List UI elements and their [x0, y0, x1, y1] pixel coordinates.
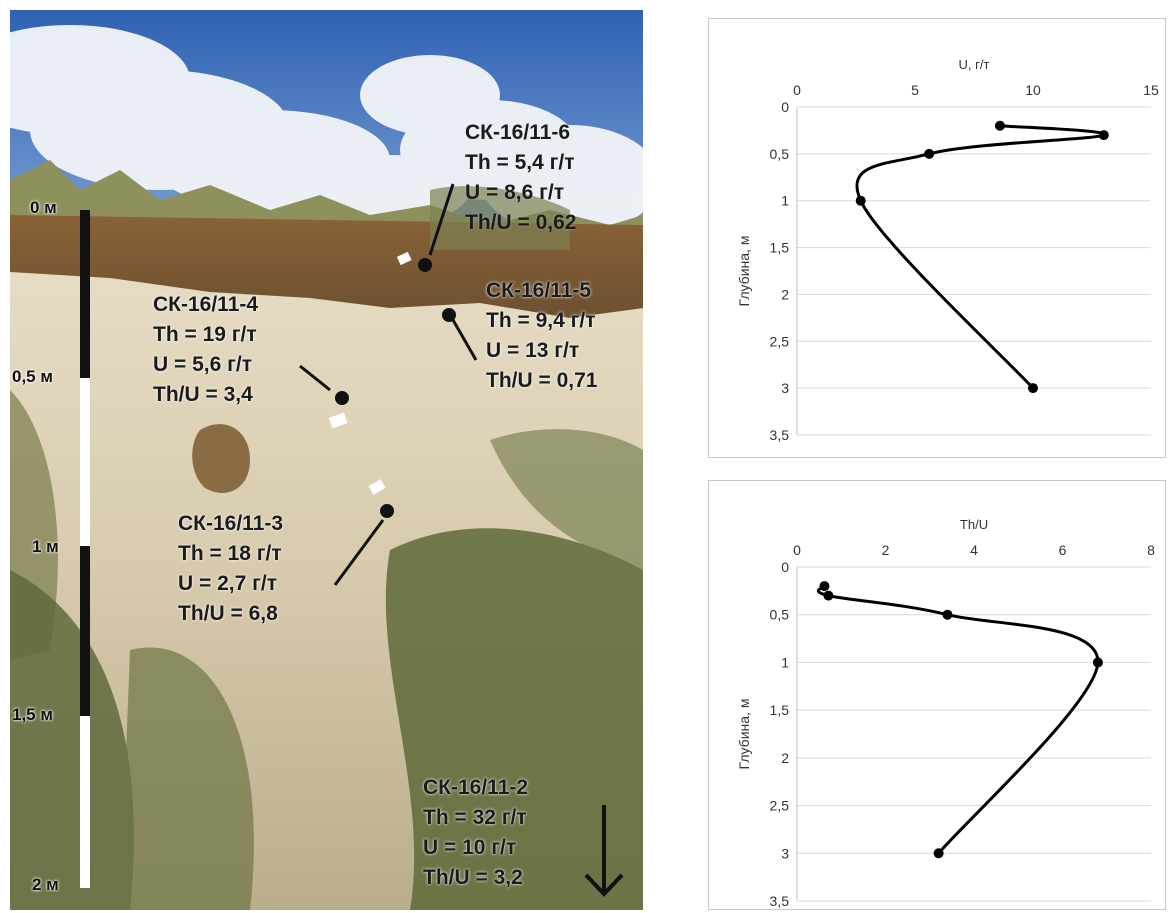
sample-ratio: Th/U = 0,62 [465, 211, 577, 234]
y-tick-label: 0,5 [770, 607, 790, 623]
y-tick-label: 0,5 [770, 146, 790, 162]
y-tick-label: 1 [781, 193, 789, 209]
sample-point [442, 308, 456, 322]
y-tick-label: 1 [781, 654, 789, 670]
x-tick-label: 4 [970, 542, 978, 558]
u-depth-chart-svg: 0 0,5 1 1,5 2 2,5 3 3,5 0 5 10 15 U, г/т Глубина, м [736, 57, 1159, 443]
sample-tag [396, 251, 412, 266]
x-tick-label: 8 [1147, 542, 1155, 558]
y-tick-label: 2,5 [770, 798, 790, 814]
sample-label-ck-16-11-5: СК-16/11-5 Th = 9,4 г/т U = 13 г/т Th/U … [486, 276, 597, 396]
sample-point [335, 391, 349, 405]
data-point [823, 590, 834, 601]
x-tick-label: 5 [911, 82, 919, 98]
scale-bar [80, 210, 90, 888]
sample-tag [368, 479, 386, 495]
scale-label-2: 2 м [32, 875, 59, 894]
data-point [933, 848, 944, 859]
outcrop-photo-drawing [10, 10, 643, 910]
sample-th: Th = 9,4 г/т [486, 309, 596, 332]
x-tick-label: 6 [1059, 542, 1067, 558]
y-axis-title: Глубина, м [736, 699, 752, 770]
sample-label-ck-16-11-2: СК-16/11-2 Th = 32 г/т U = 10 г/т Th/U =… [423, 773, 528, 893]
leader-line [299, 364, 331, 392]
y-tick-label: 1,5 [770, 240, 790, 256]
sample-u: U = 2,7 г/т [178, 572, 277, 595]
y-tick-label: 0 [781, 559, 789, 575]
down-arrow-icon [584, 873, 624, 897]
scale-label-0-5: 0,5 м [12, 367, 53, 386]
x-tick-label: 10 [1025, 82, 1041, 98]
sample-u: U = 10 г/т [423, 836, 517, 859]
sample-id: СК-16/11-5 [486, 279, 592, 302]
u-depth-chart: 0 0,5 1 1,5 2 2,5 3 3,5 0 5 10 15 U, г/т Глубина, м [708, 18, 1166, 458]
scale-label-0: 0 м [30, 198, 57, 217]
y-tick-label: 1,5 [770, 702, 790, 718]
outcrop-photo: 0 м 0,5 м 1 м 1,5 м 2 м СК-16/11-6 Th = … [10, 10, 643, 910]
x-tick-label: 0 [793, 542, 801, 558]
scale-segment-black [80, 210, 90, 378]
scale-segment-white [80, 716, 90, 888]
sample-u: U = 8,6 г/т [465, 181, 564, 204]
y-tick-label: 3,5 [770, 427, 790, 443]
x-axis-title: U, г/т [959, 57, 990, 72]
sample-th: Th = 19 г/т [153, 323, 257, 346]
series-line [855, 124, 1107, 390]
sample-id: СК-16/11-2 [423, 776, 529, 799]
sample-th: Th = 18 г/т [178, 542, 282, 565]
sample-ratio: Th/U = 3,4 [153, 383, 253, 406]
sample-label-ck-16-11-3: СК-16/11-3 Th = 18 г/т U = 2,7 г/т Th/U … [178, 509, 283, 629]
series-line [816, 584, 1100, 855]
sample-tag [328, 412, 348, 429]
y-tick-label: 2,5 [770, 333, 790, 349]
sample-ratio: Th/U = 6,8 [178, 602, 278, 625]
y-tick-label: 3 [781, 380, 789, 396]
x-tick-label: 15 [1143, 82, 1159, 98]
scale-segment-white [80, 378, 90, 546]
data-point [819, 581, 830, 592]
sample-th: Th = 32 г/т [423, 806, 527, 829]
sample-markers [299, 183, 624, 897]
x-axis-title: Th/U [960, 517, 988, 532]
vegetation [10, 186, 643, 910]
data-point [994, 120, 1005, 131]
scale-label-1: 1 м [32, 537, 59, 556]
leader-line [428, 183, 455, 256]
sample-ratio: Th/U = 3,2 [423, 866, 523, 889]
y-tick-label: 2 [781, 286, 789, 302]
thu-depth-chart-svg: 0 0,5 1 1,5 2 2,5 3 3,5 0 2 4 6 8 Th/U Глубина, м [736, 517, 1155, 909]
sample-id: СК-16/11-6 [465, 121, 571, 144]
sample-u: U = 13 г/т [486, 339, 580, 362]
thu-depth-chart: 0 0,5 1 1,5 2 2,5 3 3,5 0 2 4 6 8 Th/U Глубина, м [708, 480, 1166, 910]
sample-ratio: Th/U = 0,71 [486, 369, 598, 392]
data-point [924, 148, 935, 159]
sample-label-ck-16-11-6: СК-16/11-6 Th = 5,4 г/т U = 8,6 г/т Th/U… [465, 118, 576, 238]
sample-u: U = 5,6 г/т [153, 353, 252, 376]
x-tick-label: 2 [882, 542, 890, 558]
leader-line [451, 319, 478, 361]
y-axis-title: Глубина, м [736, 236, 752, 307]
sample-point [418, 258, 432, 272]
data-point [1092, 657, 1103, 668]
sample-id: СК-16/11-3 [178, 512, 284, 535]
scale-segment-black [80, 546, 90, 716]
x-tick-label: 0 [793, 82, 801, 98]
leader-line [333, 519, 385, 586]
data-point [942, 609, 953, 620]
sample-label-ck-16-11-4: СК-16/11-4 Th = 19 г/т U = 5,6 г/т Th/U … [153, 290, 258, 410]
sample-th: Th = 5,4 г/т [465, 151, 575, 174]
sample-point [380, 504, 394, 518]
y-tick-label: 3 [781, 845, 789, 861]
data-point [1028, 383, 1038, 394]
y-tick-label: 2 [781, 750, 789, 766]
y-tick-label: 3,5 [770, 893, 790, 909]
data-point [1098, 130, 1109, 141]
data-point [855, 195, 866, 206]
y-tick-label: 0 [781, 99, 789, 115]
scale-label-1-5: 1,5 м [12, 705, 53, 724]
sample-id: СК-16/11-4 [153, 293, 259, 316]
